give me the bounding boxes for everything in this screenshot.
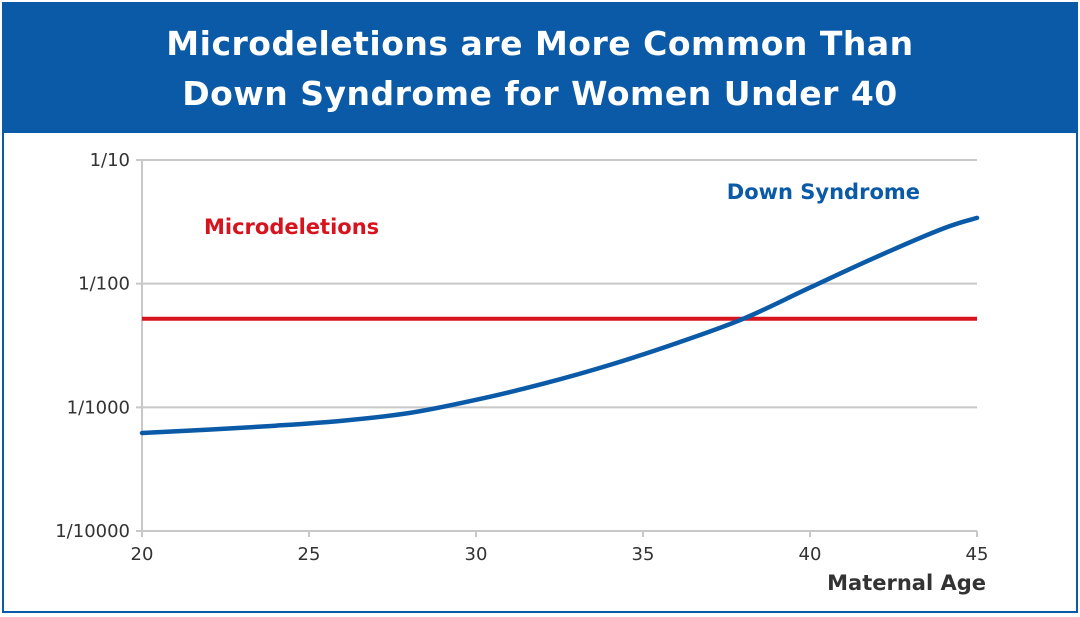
x-tick-label: 30 [465, 544, 488, 565]
x-tick-label: 40 [799, 544, 822, 565]
chart-title-line-1: Microdeletions are More Common Than [166, 23, 914, 63]
gridlines [142, 159, 977, 409]
title-banner: Microdeletions are More Common Than Down… [4, 4, 1076, 133]
down-syndrome-line [139, 215, 980, 436]
down-syndrome-label: Down Syndrome [727, 180, 920, 204]
x-tick-label: 45 [966, 544, 989, 565]
y-tick-label: 1/100 [78, 274, 130, 295]
x-tick-label: 20 [131, 544, 154, 565]
series [139, 215, 980, 436]
labels: Maternal Age Microdeletions Down Syndrom… [204, 180, 986, 595]
y-tick-label: 1/10000 [55, 521, 130, 542]
microdeletions-label: Microdeletions [204, 215, 379, 239]
y-tick-label: 1/10 [90, 150, 130, 171]
x-axis-title: Maternal Age [827, 571, 986, 595]
x-tick-label: 35 [632, 544, 655, 565]
axes: 1/10000 1/1000 1/100 1/10 20 25 30 35 40 45 [55, 150, 988, 565]
chart-title-line-2: Down Syndrome for Women Under 40 [182, 73, 898, 113]
y-tick-label: 1/1000 [67, 397, 130, 418]
x-tick-label: 25 [298, 544, 321, 565]
